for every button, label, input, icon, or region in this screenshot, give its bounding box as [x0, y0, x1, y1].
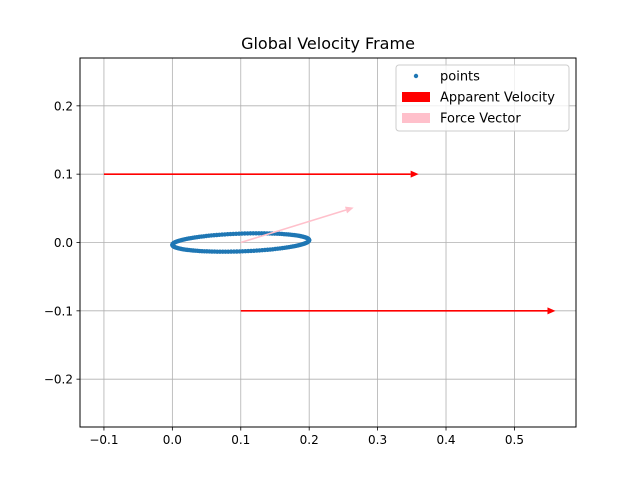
legend-patch — [402, 92, 430, 102]
y-tick-label: −0.2 — [44, 373, 73, 387]
y-tick-label: 0.1 — [54, 168, 73, 182]
force-vector-arrow-head — [344, 206, 354, 214]
scatter-point — [306, 238, 312, 243]
x-tick-label: 0.1 — [231, 433, 250, 447]
legend-label: Force Vector — [440, 112, 521, 127]
legend-label: Apparent Velocity — [440, 91, 555, 106]
legend-patch — [402, 113, 430, 123]
x-tick-label: 0.5 — [505, 433, 524, 447]
legend-label: points — [440, 70, 480, 85]
force-vector-arrow-shaft — [240, 209, 347, 244]
legend-box — [395, 64, 570, 132]
apparent-velocity-arrow-head — [410, 170, 419, 178]
chart-title: Global Velocity Frame — [241, 34, 415, 53]
data-layer — [103, 170, 556, 315]
x-tick-label: −0.1 — [89, 433, 118, 447]
y-tick-label: 0.2 — [54, 99, 73, 113]
x-tick-label: 0.0 — [163, 433, 182, 447]
tick-layer: −0.1 0.0 0.1 0.2 0.3 0.4 0.5 −0.2 −0.1 0.0 0.1 0.2 — [44, 99, 524, 447]
x-tick-label: 0.3 — [368, 433, 387, 447]
y-tick-label: −0.1 — [44, 304, 73, 318]
legend: points Apparent Velocity Force Vector — [395, 64, 570, 132]
x-tick-label: 0.2 — [300, 433, 319, 447]
y-tick-label: 0.0 — [54, 236, 73, 250]
x-tick-label: 0.4 — [436, 433, 455, 447]
apparent-velocity-arrow-head — [547, 307, 556, 315]
legend-marker-points — [413, 73, 419, 79]
